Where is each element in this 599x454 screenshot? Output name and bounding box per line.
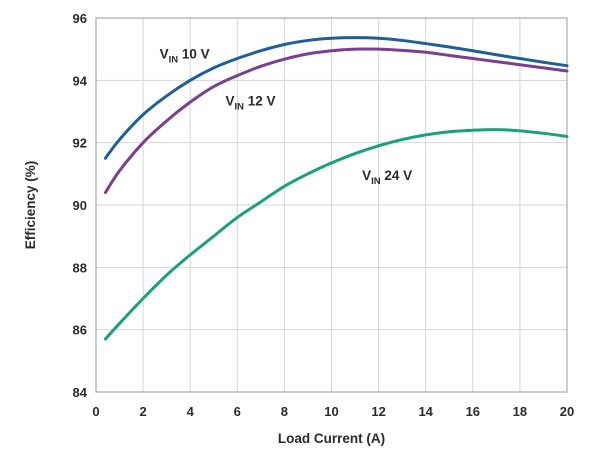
series-label-rest: 24 V: [381, 168, 413, 183]
series-label-rest: 10 V: [178, 47, 210, 62]
y-tick-label: 86: [73, 323, 87, 338]
series-label-rest: 12 V: [244, 93, 276, 108]
series-line-vin-24v: [103, 128, 569, 341]
x-tick-label: 12: [371, 404, 385, 419]
series-label-subscript: IN: [371, 176, 381, 187]
x-tick-label: 10: [324, 404, 338, 419]
y-tick-label: 94: [73, 73, 88, 88]
series-label-vin-10v: VIN 10 V: [160, 47, 210, 66]
x-tick-label: 2: [139, 404, 146, 419]
series-line-vin-10v: [103, 36, 569, 160]
y-axis-title: Efficiency (%): [23, 161, 38, 250]
x-tick-label: 4: [187, 404, 195, 419]
series-label-main: V: [160, 47, 169, 62]
x-tick-label: 20: [560, 404, 574, 419]
x-tick-label: 8: [281, 404, 288, 419]
x-tick-label: 18: [513, 404, 527, 419]
y-tick-label: 92: [73, 136, 87, 151]
plot-frame: [95, 17, 568, 393]
y-tick-label: 90: [73, 198, 87, 213]
y-tick-label: 88: [73, 260, 87, 275]
y-tick-label: 84: [73, 385, 88, 400]
series-label-main: V: [362, 168, 371, 183]
series-label-vin-24v: VIN 24 V: [362, 168, 412, 187]
series-label-subscript: IN: [235, 101, 245, 112]
series-label-subscript: IN: [169, 55, 179, 66]
x-tick-label: 14: [418, 404, 433, 419]
x-tick-label: 0: [92, 404, 99, 419]
series-label-main: V: [226, 93, 235, 108]
y-tick-label: 96: [73, 11, 87, 26]
series-line-vin-12v: [103, 47, 569, 195]
series-label-vin-12v: VIN 12 V: [226, 93, 276, 112]
x-tick-labels: 0 2 4 6 8 10 12 14 16 18 20: [92, 404, 574, 419]
x-tick-label: 6: [234, 404, 241, 419]
x-tick-label: 16: [466, 404, 480, 419]
series-lines: [103, 36, 569, 341]
x-axis-title: Load Current (A): [278, 431, 385, 446]
y-tick-labels: 84 86 88 90 92 94 96: [73, 11, 88, 400]
